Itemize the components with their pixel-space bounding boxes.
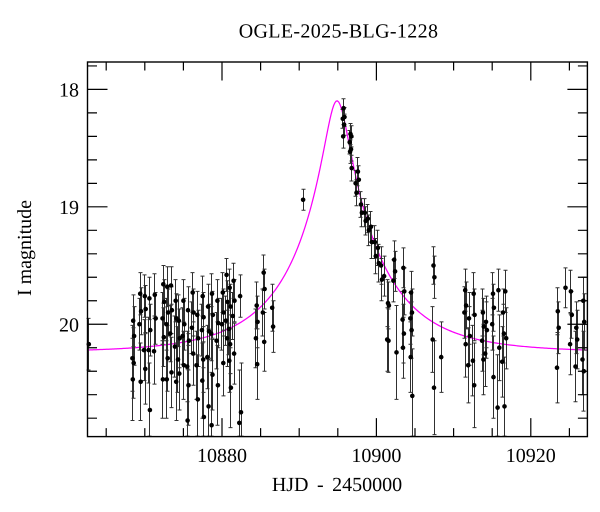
svg-text:18: 18 [59,80,79,102]
svg-text:19: 19 [59,197,79,219]
svg-text:OGLE-2025-BLG-1228: OGLE-2025-BLG-1228 [239,21,439,43]
svg-text:10880: 10880 [197,445,247,467]
svg-text:I magnitude: I magnitude [14,200,36,296]
svg-text:10920: 10920 [506,445,556,467]
svg-text:20: 20 [59,314,79,336]
svg-text:HJD - 2450000: HJD - 2450000 [272,474,402,496]
svg-text:10900: 10900 [351,445,401,467]
